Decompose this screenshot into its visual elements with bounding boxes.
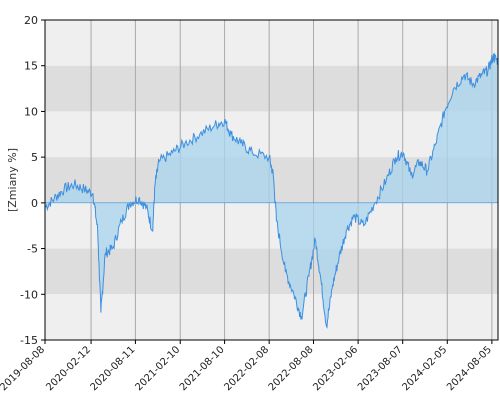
x-tick-label: 2024-08-05 (445, 344, 494, 393)
y-tick-label: 0 (31, 197, 38, 210)
y-tick-label: 15 (24, 60, 38, 73)
x-tick-label: 2021-02-10 (133, 344, 182, 393)
background-band (45, 65, 498, 112)
y-axis-label: [Zmiany %] (6, 148, 19, 212)
background-band (45, 248, 498, 295)
y-tick-label: -15 (20, 334, 38, 347)
y-tick-label: 10 (24, 105, 38, 118)
x-tick-label: 2024-02-05 (401, 344, 450, 393)
x-tick-label: 2020-02-12 (44, 344, 93, 393)
x-axis-ticks: 2019-08-082020-02-122020-08-112021-02-10… (0, 340, 494, 393)
x-tick-label: 2019-08-08 (0, 344, 47, 393)
y-tick-label: 5 (31, 151, 38, 164)
background-band (45, 20, 498, 66)
series-line (44, 52, 499, 329)
x-tick-label: 2023-08-07 (356, 344, 405, 393)
y-axis-ticks: 20 15 10 5 0 -5 -10 -15 (20, 14, 45, 347)
x-tick-label: 2020-08-11 (89, 344, 138, 393)
series-area (45, 53, 498, 328)
y-tick-label: -5 (27, 243, 38, 256)
background-band (45, 111, 498, 158)
x-tick-label: 2023-02-06 (311, 344, 360, 393)
plot-frame (44, 19, 499, 341)
y-tick-label: 20 (24, 14, 38, 27)
x-tick-label: 2022-02-08 (222, 344, 271, 393)
x-tick-label: 2022-08-08 (267, 344, 316, 393)
y-tick-label: -10 (20, 288, 38, 301)
background-band (45, 294, 498, 340)
x-tick-label: 2021-08-10 (178, 344, 227, 393)
